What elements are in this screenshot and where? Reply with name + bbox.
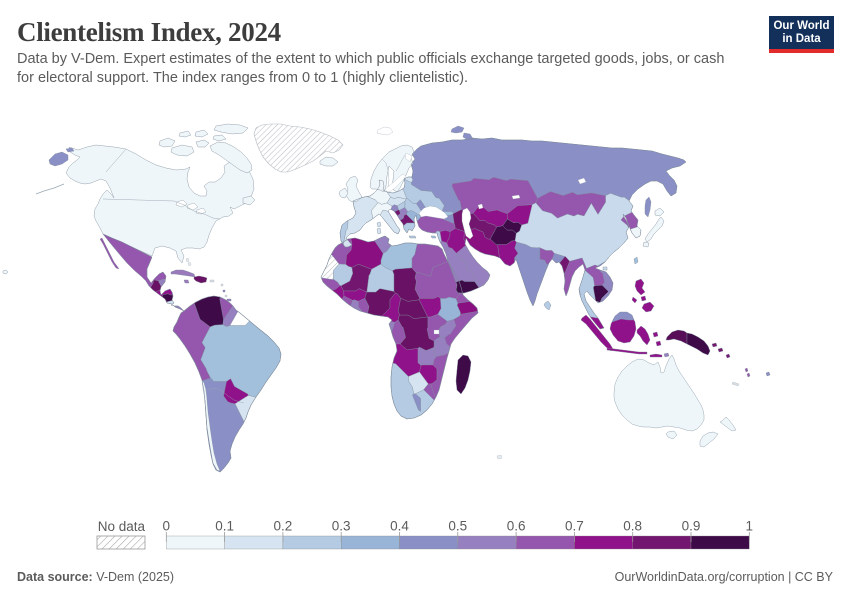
svg-text:0: 0: [163, 519, 171, 534]
svg-text:0.4: 0.4: [390, 519, 409, 534]
svg-text:0.8: 0.8: [623, 519, 642, 534]
svg-text:0.2: 0.2: [274, 519, 293, 534]
svg-text:0.1: 0.1: [215, 519, 234, 534]
svg-text:1: 1: [746, 519, 754, 534]
svg-text:0.3: 0.3: [332, 519, 351, 534]
svg-text:0.5: 0.5: [448, 519, 467, 534]
svg-text:0.6: 0.6: [507, 519, 526, 534]
svg-text:No data: No data: [98, 519, 146, 534]
svg-text:0.9: 0.9: [682, 519, 701, 534]
svg-text:0.7: 0.7: [565, 519, 584, 534]
